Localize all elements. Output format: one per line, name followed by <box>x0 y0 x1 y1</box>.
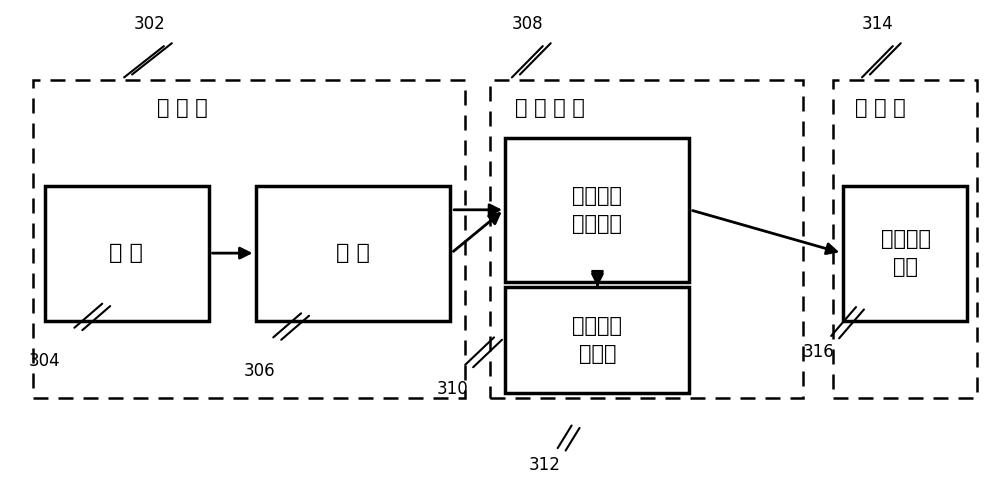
Text: 射野剂量
测定: 射野剂量 测定 <box>881 229 931 277</box>
Text: 预 测: 预 测 <box>336 243 370 263</box>
Text: 302: 302 <box>134 16 166 34</box>
Text: 308: 308 <box>512 16 544 34</box>
Bar <box>33 80 465 397</box>
Text: 照 射 前: 照 射 前 <box>157 98 208 118</box>
Bar <box>490 80 803 397</box>
Text: 304: 304 <box>29 353 60 371</box>
Bar <box>843 186 967 320</box>
Bar <box>256 186 450 320</box>
Text: 312: 312 <box>529 456 561 474</box>
Bar <box>45 186 209 320</box>
Bar <box>505 138 689 282</box>
Text: 电影模式
图像获取: 电影模式 图像获取 <box>572 186 622 234</box>
Text: 图像处理
和分析: 图像处理 和分析 <box>572 316 622 364</box>
Text: 310: 310 <box>436 380 468 398</box>
Bar <box>833 80 977 397</box>
Text: 校 准: 校 准 <box>109 243 143 263</box>
Text: 314: 314 <box>862 16 894 34</box>
Text: 306: 306 <box>244 362 275 380</box>
Bar <box>505 287 689 393</box>
Text: 316: 316 <box>802 343 834 361</box>
Text: 照 射 后: 照 射 后 <box>855 98 906 118</box>
Text: 照 射 期 间: 照 射 期 间 <box>515 98 585 118</box>
